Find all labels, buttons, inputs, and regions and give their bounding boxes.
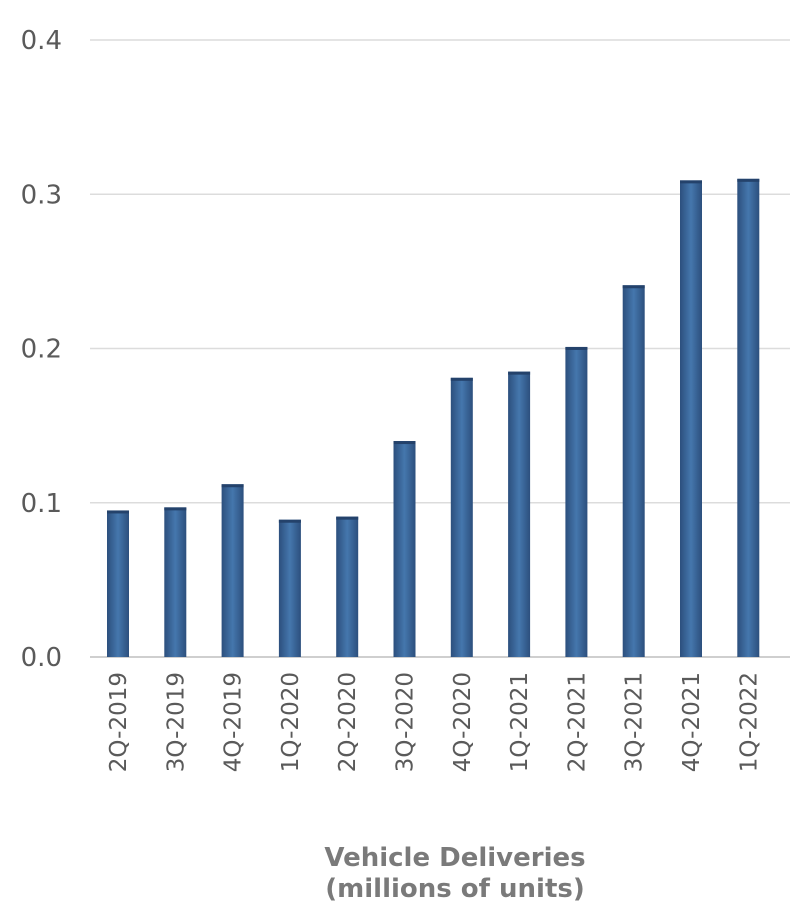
x-tick-label: 2Q-2020	[335, 672, 361, 772]
bar	[508, 371, 531, 657]
bar	[622, 285, 645, 657]
x-tick-label: 4Q-2019	[221, 672, 247, 772]
bar-cap	[680, 180, 702, 184]
bar	[278, 519, 301, 657]
x-tick-label: 4Q-2021	[679, 672, 705, 772]
bar	[680, 180, 702, 657]
bar	[737, 178, 760, 657]
bar	[336, 516, 359, 657]
bar-cap	[737, 178, 760, 182]
x-tick-label: 2Q-2019	[106, 672, 132, 772]
x-tick-label: 3Q-2019	[163, 672, 189, 772]
y-tick-label: 0.1	[21, 489, 62, 519]
y-axis-ticks: 0.0 0.1 0.2 0.3 0.4	[21, 26, 62, 673]
x-tick-label: 3Q-2021	[622, 672, 648, 772]
bar-cap	[450, 377, 473, 381]
x-tick-label: 1Q-2022	[736, 672, 762, 772]
bar-cap	[221, 484, 244, 488]
y-tick-label: 0.2	[21, 335, 62, 365]
x-tick-label: 1Q-2021	[507, 672, 533, 772]
bars	[107, 178, 760, 657]
bar-cap	[393, 441, 416, 445]
x-tick-label: 4Q-2020	[450, 672, 476, 772]
chart-title-line-2: (millions of units)	[325, 874, 585, 904]
bar	[221, 484, 244, 657]
x-tick-label: 2Q-2021	[564, 672, 590, 772]
y-tick-label: 0.4	[21, 26, 62, 56]
bar	[450, 377, 473, 657]
y-tick-label: 0.3	[21, 180, 62, 210]
bar-cap	[622, 285, 645, 289]
bar-cap	[336, 516, 359, 520]
bar-cap	[278, 519, 301, 523]
bar-cap	[164, 507, 187, 511]
gridlines	[90, 39, 790, 658]
y-tick-label: 0.0	[21, 643, 62, 673]
chart-title-line-1: Vehicle Deliveries	[324, 843, 586, 873]
bar-cap	[508, 371, 531, 375]
x-tick-label: 1Q-2020	[278, 672, 304, 772]
bar	[164, 507, 187, 657]
x-tick-label: 3Q-2020	[393, 672, 419, 772]
bar	[565, 346, 588, 657]
bar	[393, 441, 416, 657]
bar-cap	[107, 510, 129, 514]
bar-cap	[565, 346, 588, 350]
bar	[107, 510, 129, 657]
x-axis-ticks: 2Q-2019 3Q-2019 4Q-2019 1Q-2020 2Q-2020 3Q-20…	[106, 672, 762, 772]
